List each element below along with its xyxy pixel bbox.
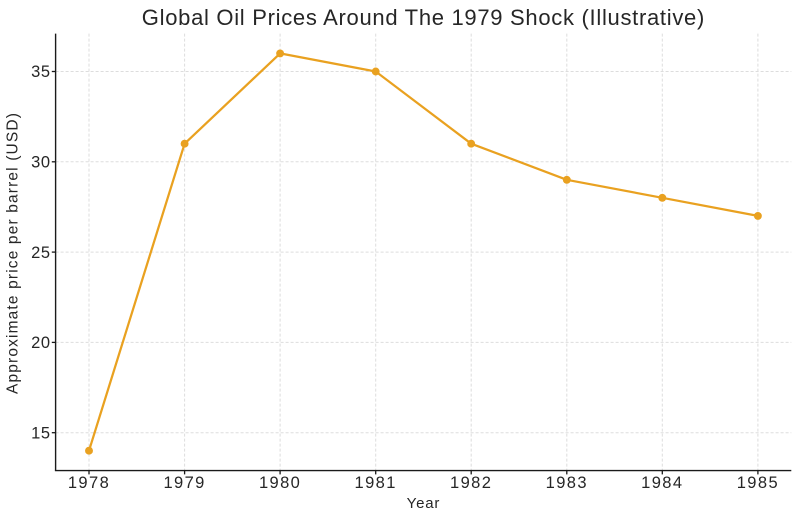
svg-text:1978: 1978 (68, 474, 110, 492)
svg-text:1979: 1979 (163, 474, 205, 492)
svg-text:1985: 1985 (737, 474, 779, 492)
svg-text:20: 20 (31, 334, 50, 352)
svg-text:1984: 1984 (641, 474, 683, 492)
svg-text:25: 25 (31, 244, 50, 262)
svg-text:Approximate price per barrel (: Approximate price per barrel (USD) (5, 112, 22, 394)
svg-text:1981: 1981 (355, 474, 397, 492)
svg-text:35: 35 (31, 63, 50, 81)
svg-text:30: 30 (31, 154, 50, 172)
svg-text:1983: 1983 (546, 474, 588, 492)
svg-text:1980: 1980 (259, 474, 301, 492)
svg-text:1982: 1982 (450, 474, 492, 492)
svg-text:Global Oil Prices Around The 1: Global Oil Prices Around The 1979 Shock … (142, 5, 705, 30)
svg-text:15: 15 (31, 424, 50, 442)
svg-text:Year: Year (407, 495, 441, 512)
